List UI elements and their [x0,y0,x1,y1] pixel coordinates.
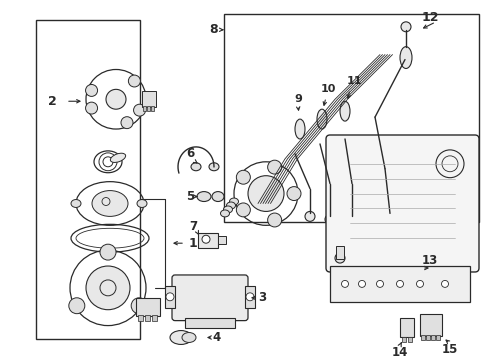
Ellipse shape [294,119,305,139]
Bar [435,334,439,341]
Text: 2: 2 [47,95,56,108]
Bar [329,266,469,302]
Text: 12: 12 [420,12,438,24]
Circle shape [267,160,281,174]
Text: 1: 1 [188,237,197,250]
Text: 10: 10 [320,84,335,94]
Ellipse shape [400,22,410,32]
Text: 5: 5 [185,190,194,203]
Text: 4: 4 [212,331,221,344]
Text: 14: 14 [391,346,407,359]
Circle shape [100,244,116,260]
Bar [244,286,254,308]
Bar [138,315,142,321]
FancyBboxPatch shape [172,275,247,321]
Ellipse shape [229,198,238,205]
Circle shape [106,89,126,109]
Bar [151,106,154,111]
Bar [218,236,225,244]
Ellipse shape [71,199,81,207]
Bar [407,337,411,342]
Circle shape [131,298,147,314]
Circle shape [245,293,253,301]
Text: 3: 3 [257,291,265,304]
Circle shape [128,75,140,87]
Ellipse shape [137,199,147,207]
Bar [399,318,413,337]
Circle shape [86,266,130,310]
Bar [145,315,150,321]
Ellipse shape [170,330,192,345]
Ellipse shape [197,192,210,202]
Bar [430,334,434,341]
Text: 8: 8 [209,23,218,36]
Ellipse shape [339,101,349,121]
Circle shape [376,280,383,287]
Ellipse shape [220,210,229,217]
Ellipse shape [399,47,411,68]
Circle shape [346,215,356,224]
Circle shape [236,170,250,184]
Ellipse shape [223,206,232,213]
Circle shape [121,117,133,129]
Circle shape [325,215,334,224]
Text: 9: 9 [293,94,301,104]
Ellipse shape [226,202,235,209]
Circle shape [85,102,98,114]
Bar [136,298,160,316]
Bar [198,233,218,248]
Circle shape [334,253,345,263]
Circle shape [267,213,281,227]
Text: 15: 15 [441,343,457,356]
Circle shape [165,293,174,301]
Circle shape [202,235,209,243]
Circle shape [236,203,250,217]
Bar [184,318,235,328]
Bar [164,286,175,308]
FancyBboxPatch shape [325,135,478,272]
Circle shape [286,186,301,201]
Bar [142,106,146,111]
Circle shape [416,280,423,287]
Circle shape [305,211,314,221]
Ellipse shape [212,192,224,202]
Ellipse shape [316,109,326,129]
Bar [335,246,343,259]
Circle shape [358,280,365,287]
Ellipse shape [92,190,128,216]
Bar [401,337,405,342]
Ellipse shape [110,153,125,162]
Circle shape [441,280,447,287]
Bar [425,334,429,341]
Bar [224,14,478,222]
Bar [36,20,140,339]
Text: 13: 13 [421,253,437,266]
Bar [419,314,441,336]
Bar [142,91,156,107]
Bar [152,315,157,321]
Ellipse shape [191,163,201,171]
Circle shape [384,211,394,221]
Circle shape [69,298,84,314]
Ellipse shape [182,333,196,342]
Text: 11: 11 [346,76,361,86]
Circle shape [341,280,348,287]
Bar [420,334,424,341]
Circle shape [85,85,98,96]
Circle shape [396,280,403,287]
Text: 6: 6 [185,147,194,160]
Circle shape [133,104,145,116]
Text: 7: 7 [188,220,197,233]
Bar [147,106,150,111]
Circle shape [247,176,284,211]
Ellipse shape [208,163,219,171]
